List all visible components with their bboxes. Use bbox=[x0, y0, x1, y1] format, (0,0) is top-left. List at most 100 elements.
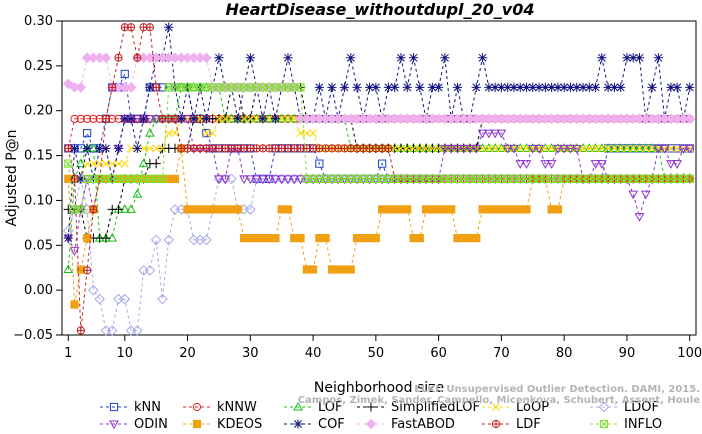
series-line bbox=[67, 118, 690, 149]
data-point bbox=[684, 144, 695, 154]
data-point bbox=[289, 175, 300, 185]
data-point bbox=[233, 114, 243, 124]
data-point bbox=[120, 159, 129, 168]
data-point bbox=[509, 144, 519, 154]
data-point bbox=[89, 205, 98, 214]
data-point bbox=[390, 82, 400, 92]
data-point bbox=[390, 144, 399, 153]
data-point bbox=[590, 160, 601, 169]
data-point bbox=[69, 143, 80, 153]
data-point bbox=[378, 159, 387, 168]
data-point bbox=[447, 205, 456, 214]
data-point bbox=[384, 144, 393, 153]
data-point bbox=[127, 144, 136, 153]
data-point bbox=[88, 143, 99, 152]
data-point bbox=[422, 144, 431, 153]
data-point bbox=[547, 82, 557, 92]
data-point bbox=[164, 129, 173, 138]
data-point bbox=[76, 174, 86, 184]
y-tick-label: −0.05 bbox=[13, 328, 53, 343]
y-tick-label: 0.00 bbox=[24, 283, 53, 298]
data-point bbox=[383, 82, 394, 92]
legend: kNN kNNW LOF SimplifiedLOF LoOP LDOF ODIN KDEOS… bbox=[100, 400, 662, 432]
data-point bbox=[503, 82, 513, 92]
data-point bbox=[403, 144, 412, 153]
data-point bbox=[70, 174, 79, 183]
data-point bbox=[283, 113, 293, 123]
data-point bbox=[647, 143, 657, 152]
data-point bbox=[94, 293, 105, 305]
data-point bbox=[221, 114, 230, 123]
data-point bbox=[502, 144, 513, 154]
data-point bbox=[622, 53, 632, 63]
data-point bbox=[596, 143, 607, 152]
data-point bbox=[653, 53, 663, 63]
data-point bbox=[634, 213, 645, 222]
data-point bbox=[76, 114, 85, 123]
data-point bbox=[515, 82, 525, 92]
data-point bbox=[559, 82, 569, 92]
data-point bbox=[584, 143, 595, 152]
data-point bbox=[477, 129, 488, 139]
legend-label: KDEOS bbox=[217, 417, 262, 432]
data-point bbox=[565, 82, 576, 92]
data-point bbox=[83, 114, 92, 123]
data-point bbox=[490, 82, 500, 92]
legend-marker bbox=[366, 402, 376, 412]
data-point bbox=[521, 82, 532, 92]
y-tick-label: 0.30 bbox=[24, 14, 53, 29]
x-tick-label: 80 bbox=[556, 346, 573, 361]
data-point bbox=[659, 144, 670, 154]
plot-frame bbox=[61, 20, 697, 336]
y-axis: −0.05 0.00 0.05 0.10 0.15 0.20 0.25 0.30 bbox=[13, 14, 62, 343]
data-point bbox=[590, 82, 601, 92]
chart-title: HeartDisease_withoutdupl_20_v04 bbox=[226, 0, 535, 19]
data-point bbox=[640, 143, 651, 152]
data-point bbox=[634, 143, 645, 152]
data-point bbox=[496, 129, 507, 139]
data-point bbox=[201, 114, 211, 124]
data-point bbox=[521, 143, 532, 152]
data-point bbox=[484, 143, 494, 152]
data-point bbox=[629, 144, 638, 153]
data-point bbox=[415, 82, 425, 92]
data-point bbox=[327, 175, 337, 185]
data-point bbox=[383, 175, 394, 185]
data-point bbox=[628, 190, 639, 200]
data-point bbox=[151, 115, 162, 125]
data-point bbox=[327, 82, 337, 92]
series-line bbox=[67, 148, 690, 305]
data-point bbox=[314, 82, 324, 92]
data-point bbox=[252, 114, 261, 123]
data-point bbox=[271, 234, 280, 243]
data-point bbox=[471, 82, 481, 92]
legend-marker bbox=[109, 402, 119, 412]
data-point bbox=[114, 159, 123, 168]
data-point bbox=[75, 205, 86, 215]
data-point bbox=[82, 175, 92, 185]
data-point bbox=[126, 114, 136, 124]
data-point bbox=[295, 175, 306, 185]
legend-item-ldof: LDOF bbox=[590, 400, 659, 415]
data-point bbox=[490, 129, 500, 139]
y-tick-label: 0.25 bbox=[24, 59, 53, 74]
data-point bbox=[666, 160, 676, 169]
legend-item-lof: LOF bbox=[284, 400, 343, 415]
data-point bbox=[408, 53, 419, 63]
data-point bbox=[603, 143, 613, 152]
data-point bbox=[572, 82, 582, 92]
legend-item-knnw: kNNW bbox=[183, 400, 257, 415]
y-tick-label: 0.20 bbox=[24, 104, 53, 119]
data-point bbox=[534, 82, 544, 92]
x-tick-label: 1 bbox=[64, 346, 72, 361]
data-point bbox=[64, 144, 73, 153]
legend-item-loop: LoOP bbox=[482, 400, 549, 415]
data-point bbox=[553, 205, 563, 214]
legend-item-fastabod: FastABOD bbox=[357, 417, 455, 432]
data-point bbox=[346, 53, 356, 63]
data-point bbox=[208, 129, 217, 138]
data-point bbox=[622, 144, 631, 153]
legend-label: LOF bbox=[318, 400, 343, 415]
data-point bbox=[83, 129, 92, 138]
data-point bbox=[258, 175, 268, 185]
